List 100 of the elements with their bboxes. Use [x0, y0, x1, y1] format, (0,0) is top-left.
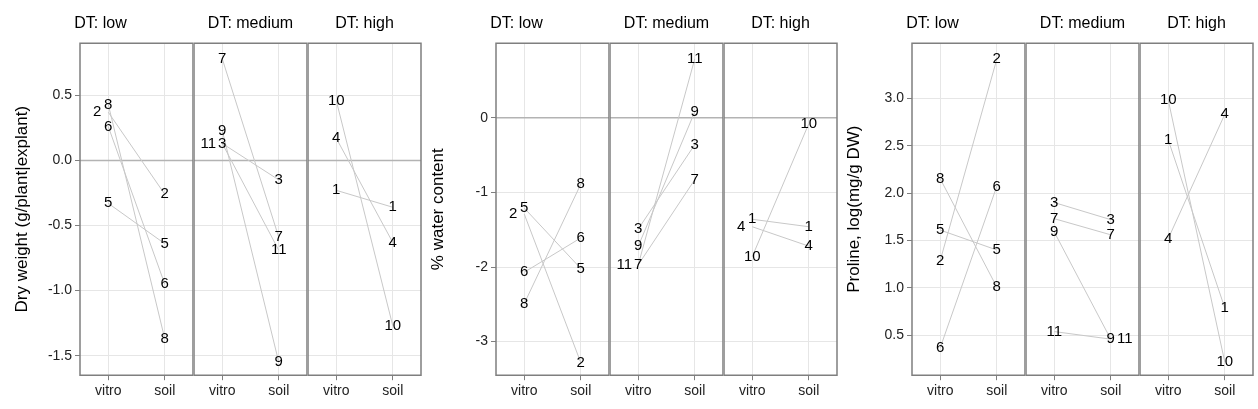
text: 6: [576, 228, 585, 246]
text: 7: [634, 254, 643, 272]
y-tick-label: 2.5: [884, 136, 905, 153]
x-tick-label: vitro: [1155, 382, 1182, 399]
text: 6: [104, 116, 113, 134]
x-tick-label: vitro: [739, 382, 766, 399]
x-tick-label: vitro: [625, 382, 652, 399]
text: 10: [327, 90, 345, 108]
y-tick-label: 2.0: [884, 183, 905, 200]
x-tick-label: vitro: [927, 382, 954, 399]
y-tick-label: 0.5: [884, 326, 905, 343]
series-label: 2: [936, 250, 945, 268]
series-label: 7: [690, 169, 699, 187]
y-axis-title: Dry weight (g/plant|explant): [11, 105, 31, 313]
series-label: 4: [1164, 228, 1173, 246]
series-label: 5: [576, 258, 585, 276]
text: 8: [104, 94, 113, 112]
series-label: 3: [690, 134, 699, 152]
text: 2: [509, 204, 518, 222]
chart-title: DT: high: [335, 14, 394, 32]
y-tick-label: -3: [475, 332, 489, 349]
series-label: 4: [804, 236, 813, 254]
text: 4: [737, 216, 746, 234]
y-tick-label: -1.0: [47, 281, 73, 298]
text: 7: [218, 48, 227, 66]
x-tick-label: soil: [570, 382, 592, 399]
text: 1: [1164, 130, 1173, 148]
series-label: 9: [634, 236, 643, 254]
x-tick-label: vitro: [1041, 382, 1068, 399]
y-tick-label: -2: [475, 257, 489, 274]
chart-title: DT: medium: [1039, 14, 1126, 32]
series-label: 5: [160, 233, 169, 251]
chart-title: DT: low: [490, 14, 544, 32]
y-tick-label: 0.5: [52, 86, 73, 103]
x-tick-label: soil: [684, 382, 706, 399]
text: 5: [936, 220, 945, 238]
text: 1: [332, 180, 341, 198]
text: 11: [1116, 329, 1133, 347]
text: 5: [520, 198, 529, 216]
series-label: 1: [388, 197, 397, 215]
x-tick-label: soil: [986, 382, 1008, 399]
series-label: 2: [160, 184, 169, 202]
text: 9: [1106, 329, 1115, 347]
y-tick-label: 3.0: [884, 89, 905, 106]
text: 10: [800, 113, 818, 131]
series-label: 3: [274, 170, 283, 188]
chart-title: DT: low: [906, 14, 960, 32]
x-tick-label: soil: [154, 382, 176, 399]
text: 8: [992, 277, 1001, 295]
y-tick-label: 0.0: [52, 151, 73, 168]
text: 11: [616, 254, 633, 272]
y-axis-title: % water content: [427, 147, 447, 271]
text: 4: [388, 232, 397, 250]
chart-title: DT: low: [74, 14, 128, 32]
series-label: 10: [1216, 352, 1234, 370]
x-tick-label: vitro: [209, 382, 236, 399]
text: 10: [1159, 90, 1177, 108]
series-label: 8: [160, 328, 169, 346]
y-tick-label: -0.5: [47, 216, 73, 233]
series-label: 4: [332, 128, 341, 146]
text: 11: [200, 133, 217, 151]
y-tick-label: -1: [475, 183, 489, 200]
x-tick-label: soil: [1100, 382, 1122, 399]
chart-title: DT: medium: [207, 14, 294, 32]
text: 6: [992, 176, 1001, 194]
text: 8: [576, 174, 585, 192]
series-label: 5: [992, 240, 1001, 258]
x-tick-label: soil: [1214, 382, 1236, 399]
x-tick-label: soil: [382, 382, 404, 399]
series-label: 10: [743, 246, 761, 264]
text: 3: [1050, 192, 1059, 210]
x-tick-label: soil: [798, 382, 820, 399]
text: 1: [748, 209, 757, 227]
y-axis-title: Proline, log(mg/g DW): [843, 125, 863, 293]
x-tick-label: vitro: [323, 382, 350, 399]
text: 4: [1220, 104, 1229, 122]
series-label: 11: [1046, 321, 1063, 339]
text: 2: [93, 102, 102, 120]
series-label: 8: [936, 168, 945, 186]
series-label: 3: [1106, 209, 1115, 227]
series-label: 8: [520, 293, 529, 311]
series-label: 1: [804, 216, 813, 234]
y-tick-label: -1.5: [47, 346, 73, 363]
text: 5: [104, 193, 113, 211]
text: 2: [992, 49, 1001, 67]
series-label: 6: [520, 262, 529, 280]
x-tick-label: vitro: [511, 382, 538, 399]
series-label: 9: [274, 352, 283, 370]
series-label: 2: [576, 352, 585, 370]
y-tick-label: 1.5: [884, 231, 905, 248]
text: 9: [690, 101, 699, 119]
chart-title: DT: high: [1167, 14, 1226, 32]
text: 9: [218, 120, 227, 138]
series-label: 6: [936, 337, 945, 355]
text: 3: [634, 219, 643, 237]
series-label: 7: [1106, 224, 1115, 242]
series-label: 6: [160, 274, 169, 292]
x-tick-label: vitro: [95, 382, 122, 399]
chart-title: DT: medium: [623, 14, 710, 32]
x-tick-label: soil: [268, 382, 290, 399]
